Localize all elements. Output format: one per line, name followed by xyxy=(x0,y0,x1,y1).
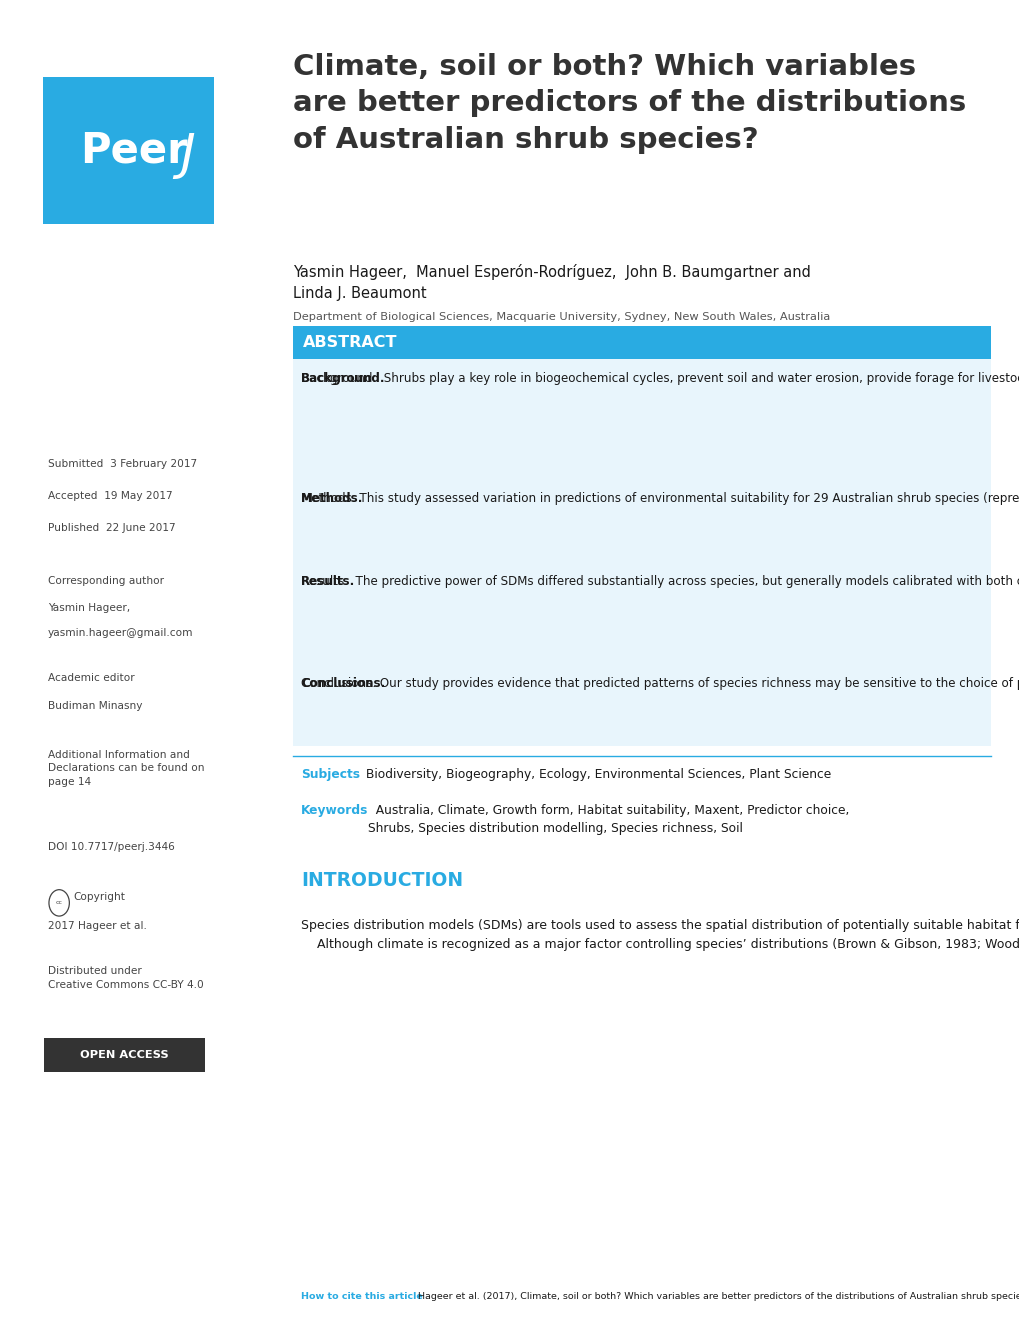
Text: How to cite this article: How to cite this article xyxy=(301,1292,422,1302)
FancyBboxPatch shape xyxy=(292,359,990,746)
Text: ABSTRACT: ABSTRACT xyxy=(303,335,397,350)
Text: Budiman Minasny: Budiman Minasny xyxy=(48,701,143,711)
Text: DOI 10.7717/peerj.3446: DOI 10.7717/peerj.3446 xyxy=(48,842,174,853)
Text: Accepted  19 May 2017: Accepted 19 May 2017 xyxy=(48,491,172,502)
Text: Department of Biological Sciences, Macquarie University, Sydney, New South Wales: Department of Biological Sciences, Macqu… xyxy=(292,312,829,322)
Text: Hageer et al. (2017), Climate, soil or both? Which variables are better predicto: Hageer et al. (2017), Climate, soil or b… xyxy=(415,1292,1019,1302)
Text: Species distribution models (SDMs) are tools used to assess the spatial distribu: Species distribution models (SDMs) are t… xyxy=(301,919,1019,950)
Text: Climate, soil or both? Which variables
are better predictors of the distribution: Climate, soil or both? Which variables a… xyxy=(292,53,965,153)
Text: Keywords: Keywords xyxy=(301,804,368,817)
Text: Copyright: Copyright xyxy=(73,892,125,903)
Text: Academic editor: Academic editor xyxy=(48,673,135,684)
Text: 2017 Hageer et al.: 2017 Hageer et al. xyxy=(48,921,147,932)
Text: Results.  The predictive power of SDMs differed substantially across species, bu: Results. The predictive power of SDMs di… xyxy=(301,576,1019,589)
Text: Australia, Climate, Growth form, Habitat suitability, Maxent, Predictor choice,
: Australia, Climate, Growth form, Habitat… xyxy=(368,804,849,834)
Text: J: J xyxy=(179,131,195,180)
Text: INTRODUCTION: INTRODUCTION xyxy=(301,871,463,890)
FancyBboxPatch shape xyxy=(43,77,214,224)
Text: Methods.: Methods. xyxy=(301,491,363,504)
FancyBboxPatch shape xyxy=(44,1038,205,1072)
Text: Methods. This study assessed variation in predictions of environmental suitabili: Methods. This study assessed variation i… xyxy=(301,491,1019,504)
Text: Peer: Peer xyxy=(81,129,187,172)
Text: Distributed under
Creative Commons CC-BY 4.0: Distributed under Creative Commons CC-BY… xyxy=(48,966,204,990)
Text: Published  22 June 2017: Published 22 June 2017 xyxy=(48,523,175,533)
FancyBboxPatch shape xyxy=(292,326,990,359)
Text: Yasmin Hageer,: Yasmin Hageer, xyxy=(48,603,130,614)
Text: Additional Information and
Declarations can be found on
page 14: Additional Information and Declarations … xyxy=(48,750,204,787)
Text: cc: cc xyxy=(56,900,62,906)
Text: Conclusions. Our study provides evidence that predicted patterns of species rich: Conclusions. Our study provides evidence… xyxy=(301,677,1019,690)
Text: Background.  Shrubs play a key role in biogeochemical cycles, prevent soil and w: Background. Shrubs play a key role in bi… xyxy=(301,372,1019,385)
Text: Yasmin Hageer,  Manuel Esperón-Rodríguez,  John B. Baumgartner and
Linda J. Beau: Yasmin Hageer, Manuel Esperón-Rodríguez,… xyxy=(292,264,810,301)
Text: Biodiversity, Biogeography, Ecology, Environmental Sciences, Plant Science: Biodiversity, Biogeography, Ecology, Env… xyxy=(362,768,830,781)
Text: Corresponding author: Corresponding author xyxy=(48,576,164,586)
Text: OPEN ACCESS: OPEN ACCESS xyxy=(81,1049,168,1060)
Text: Submitted  3 February 2017: Submitted 3 February 2017 xyxy=(48,459,197,470)
Text: Results.: Results. xyxy=(301,576,355,589)
Text: Subjects: Subjects xyxy=(301,768,360,781)
Text: yasmin.hageer@gmail.com: yasmin.hageer@gmail.com xyxy=(48,628,194,639)
Text: Conclusions.: Conclusions. xyxy=(301,677,385,690)
Text: Background.: Background. xyxy=(301,372,385,385)
